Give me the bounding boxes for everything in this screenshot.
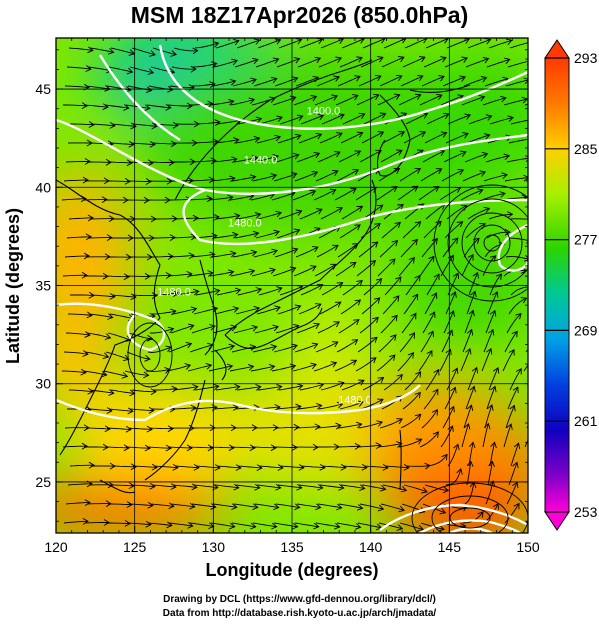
x-tick-label: 125 bbox=[123, 539, 147, 555]
y-axis-label: Latitude (degrees) bbox=[3, 208, 23, 364]
colorbar-bar bbox=[544, 57, 570, 513]
y-tick-label: 25 bbox=[35, 474, 51, 490]
colorbar-label: 269 bbox=[574, 322, 598, 338]
contour-labels: 1400.0 1440.0 1480.0 1480.0 1480.0 bbox=[157, 106, 372, 407]
x-tick-label: 130 bbox=[202, 539, 226, 555]
contour-label: 1400.0 bbox=[307, 106, 341, 118]
circulation-centers bbox=[127, 184, 528, 533]
colorbar-label: 253 bbox=[574, 504, 598, 520]
x-tick-label: 145 bbox=[438, 539, 462, 555]
colorbar-top-arrow bbox=[544, 39, 570, 59]
x-tick-label: 135 bbox=[280, 539, 304, 555]
x-axis-label: Longitude (degrees) bbox=[205, 560, 378, 580]
wind-streamlines bbox=[61, 38, 528, 532]
x-tick-label: 120 bbox=[44, 539, 68, 555]
colorbar: 293 285 277 269 261 253 bbox=[544, 39, 598, 531]
colorbar-label: 293 bbox=[574, 50, 598, 66]
lat-lon-grid bbox=[56, 38, 528, 533]
y-axis-ticks: 25 30 35 40 45 bbox=[35, 49, 528, 522]
contour-label: 1480.0 bbox=[228, 218, 262, 230]
y-tick-label: 30 bbox=[35, 376, 51, 392]
y-tick-label: 35 bbox=[35, 278, 51, 294]
credit-drawing: Drawing by DCL (https://www.gfd-dennou.o… bbox=[163, 594, 436, 605]
colorbar-label: 261 bbox=[574, 413, 598, 429]
y-tick-label: 40 bbox=[35, 179, 51, 195]
colorbar-bottom-arrow bbox=[544, 511, 570, 531]
temperature-field bbox=[56, 38, 528, 533]
colorbar-label: 285 bbox=[574, 141, 598, 157]
credit-data: Data from http://database.rish.kyoto-u.a… bbox=[162, 608, 437, 619]
x-axis-ticks: 120 125 130 135 140 145 150 bbox=[44, 38, 540, 555]
x-tick-label: 150 bbox=[516, 539, 540, 555]
contour-label: 1480.0 bbox=[157, 286, 191, 298]
colorbar-label: 277 bbox=[574, 232, 598, 248]
contour-label: 1440.0 bbox=[244, 155, 278, 167]
figure-title: MSM 18Z17Apr2026 (850.0hPa) bbox=[130, 2, 469, 28]
y-tick-label: 45 bbox=[35, 81, 51, 97]
contour-label: 1480.0 bbox=[338, 394, 372, 406]
coastlines bbox=[56, 59, 471, 494]
x-tick-label: 140 bbox=[359, 539, 383, 555]
